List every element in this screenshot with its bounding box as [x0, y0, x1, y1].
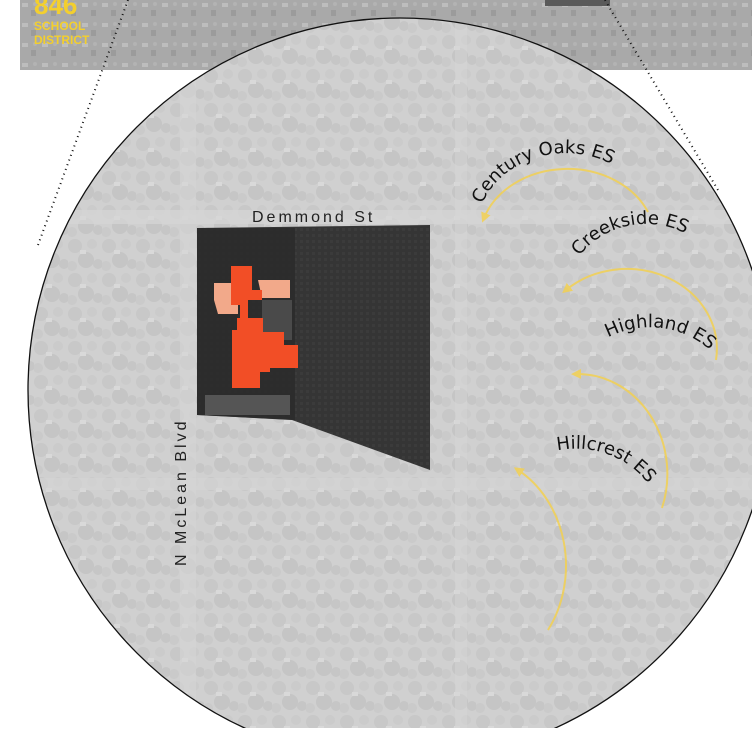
building-main-wing: [232, 318, 298, 388]
feeder-arrows: [481, 167, 718, 631]
arrow-creekside: [562, 268, 718, 361]
logo-line2: DISTRICT: [34, 33, 90, 47]
district-logo: 846 SCHOOL DISTRICT: [34, 0, 90, 47]
arrow-hillcrest: [513, 467, 567, 631]
zoom-connector-left: [37, 0, 129, 246]
zoom-connector-right: [604, 0, 719, 191]
arrow-highland: [571, 368, 669, 509]
parking-lot: [205, 395, 290, 415]
school-site: [197, 225, 430, 470]
logo-number: 846: [34, 0, 77, 20]
arrow-century-oaks: [481, 167, 649, 223]
logo-line1: SCHOOL: [34, 19, 85, 33]
street-label-demmond: Demmond St: [252, 209, 375, 226]
street-label-mclean: N McLean Blvd: [173, 419, 190, 567]
building-secondary-east: [258, 280, 290, 298]
zoom-circle-outline: [27, 17, 752, 733]
building-north-wing: [231, 266, 262, 318]
